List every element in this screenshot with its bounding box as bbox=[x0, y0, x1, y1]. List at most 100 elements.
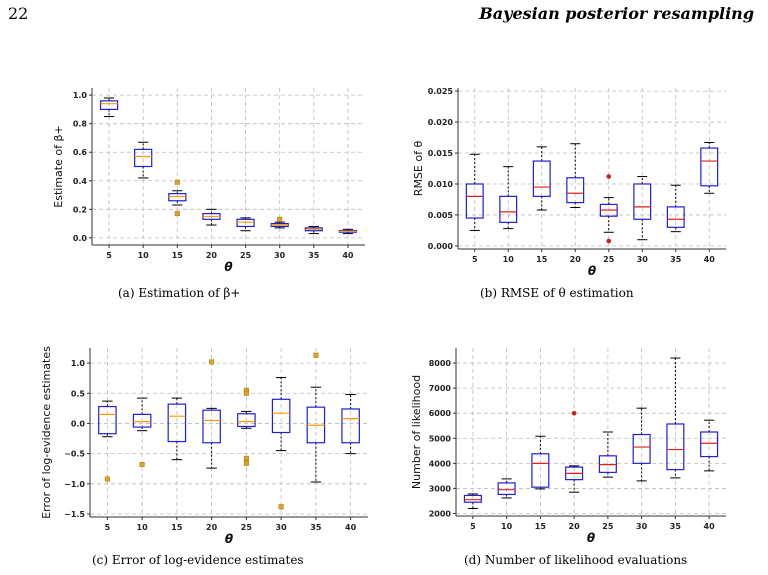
box-5 bbox=[465, 153, 484, 231]
box-10 bbox=[499, 166, 518, 230]
y-tick-label: 0.2 bbox=[73, 205, 87, 214]
x-tick-label: 20 bbox=[206, 251, 218, 260]
y-axis-label: Error of log-evidence estimates bbox=[40, 346, 53, 519]
x-tick-label: 40 bbox=[704, 522, 716, 531]
box-15 bbox=[532, 146, 551, 211]
x-tick-label: 40 bbox=[345, 523, 357, 532]
box-iqr bbox=[532, 160, 551, 197]
x-tick-label: 30 bbox=[274, 251, 286, 260]
box-15 bbox=[168, 179, 187, 217]
x-tick-label: 5 bbox=[470, 522, 476, 531]
x-tick-label: 30 bbox=[276, 523, 288, 532]
outlier-point bbox=[571, 410, 577, 416]
box-40 bbox=[338, 228, 358, 235]
outlier-point bbox=[139, 461, 145, 467]
box-iqr bbox=[236, 218, 255, 228]
box-iqr bbox=[531, 453, 550, 488]
box-30 bbox=[633, 176, 652, 241]
x-tick-label: 25 bbox=[241, 523, 253, 532]
outlier-point bbox=[606, 174, 612, 179]
running-title: Bayesian posterior resampling bbox=[479, 4, 754, 23]
box-iqr bbox=[497, 482, 516, 496]
x-tick-label: 15 bbox=[171, 523, 183, 532]
y-tick-label: 5000 bbox=[429, 434, 452, 443]
x-tick-label: 5 bbox=[106, 251, 112, 260]
x-tick-label: 20 bbox=[569, 522, 581, 531]
box-iqr bbox=[168, 193, 187, 202]
y-axis-label: RMSE of θ bbox=[412, 141, 425, 197]
box-25 bbox=[599, 174, 618, 244]
x-tick-label: 25 bbox=[603, 255, 615, 264]
box-25 bbox=[237, 387, 256, 466]
box-25 bbox=[236, 217, 255, 232]
box-40 bbox=[700, 419, 719, 472]
outlier-point bbox=[277, 216, 283, 222]
box-iqr bbox=[341, 408, 360, 444]
box-iqr bbox=[666, 423, 685, 471]
y-tick-label: 3000 bbox=[429, 484, 452, 493]
x-axis-label: θ bbox=[588, 264, 596, 278]
box-iqr bbox=[700, 147, 719, 187]
box-5 bbox=[98, 400, 117, 482]
x-tick-label: 15 bbox=[535, 522, 547, 531]
outlier-point bbox=[104, 476, 110, 482]
outlier-point bbox=[278, 504, 284, 510]
box-35 bbox=[666, 184, 685, 233]
x-tick-label: 25 bbox=[602, 522, 614, 531]
x-tick-label: 35 bbox=[670, 255, 682, 264]
y-tick-label: 4000 bbox=[429, 459, 452, 468]
x-tick-label: 10 bbox=[501, 522, 513, 531]
y-tick-label: 0.0 bbox=[71, 419, 86, 428]
y-tick-label: 0.005 bbox=[428, 211, 454, 220]
x-axis-label: θ bbox=[225, 532, 233, 546]
x-axis-label: θ bbox=[587, 531, 595, 545]
box-30 bbox=[632, 407, 651, 482]
box-iqr bbox=[700, 431, 719, 458]
x-tick-label: 10 bbox=[503, 255, 515, 264]
y-tick-label: 1.0 bbox=[73, 91, 88, 100]
box-30 bbox=[270, 216, 289, 229]
box-20 bbox=[566, 143, 585, 209]
box-35 bbox=[304, 225, 323, 235]
y-tick-label: 0.000 bbox=[428, 242, 454, 251]
outlier-point bbox=[243, 460, 249, 466]
x-tick-label: 35 bbox=[310, 523, 322, 532]
box-iqr bbox=[98, 405, 117, 435]
y-tick-label: 2000 bbox=[429, 509, 452, 518]
y-axis-label: Estimate of β+ bbox=[52, 125, 65, 207]
box-iqr bbox=[167, 403, 187, 443]
x-tick-label: 25 bbox=[240, 251, 252, 260]
y-tick-label: 0.8 bbox=[73, 120, 88, 129]
box-iqr bbox=[465, 183, 484, 219]
box-iqr bbox=[237, 413, 256, 428]
caption-b: (b) RMSE of θ estimation bbox=[480, 286, 634, 300]
y-tick-label: 0.0 bbox=[73, 234, 88, 243]
box-20 bbox=[202, 208, 221, 226]
y-tick-label: 0.025 bbox=[428, 87, 454, 96]
box-iqr bbox=[99, 100, 119, 111]
box-5 bbox=[99, 97, 119, 118]
box-15 bbox=[531, 435, 550, 490]
outlier-point bbox=[174, 179, 180, 185]
box-40 bbox=[341, 393, 360, 455]
y-tick-label: 1.0 bbox=[71, 359, 86, 368]
y-tick-label: −1.0 bbox=[64, 480, 85, 489]
y-tick-label: −0.5 bbox=[64, 450, 85, 459]
box-35 bbox=[666, 357, 685, 479]
box-iqr bbox=[499, 195, 518, 223]
outlier-point bbox=[174, 211, 180, 217]
outlier-point bbox=[313, 352, 319, 358]
x-tick-label: 10 bbox=[138, 251, 150, 260]
box-iqr bbox=[202, 409, 221, 444]
x-tick-label: 20 bbox=[206, 523, 218, 532]
caption-c: (c) Error of log-evidence estimates bbox=[92, 553, 304, 567]
box-iqr bbox=[271, 398, 291, 434]
box-20 bbox=[202, 359, 221, 469]
chart-b-rmse-theta: 0.000 0.005 0.010 0.015 0.020 0.025 5 10 15 20 25 3… bbox=[412, 87, 726, 278]
box-5 bbox=[463, 493, 482, 509]
y-tick-label: −1.5 bbox=[64, 510, 85, 519]
box-25 bbox=[598, 431, 617, 478]
y-axis-label: Number of likelihood bbox=[410, 375, 423, 489]
y-tick-label: 0.010 bbox=[428, 180, 454, 189]
caption-d: (d) Number of likelihood evaluations bbox=[464, 553, 688, 567]
